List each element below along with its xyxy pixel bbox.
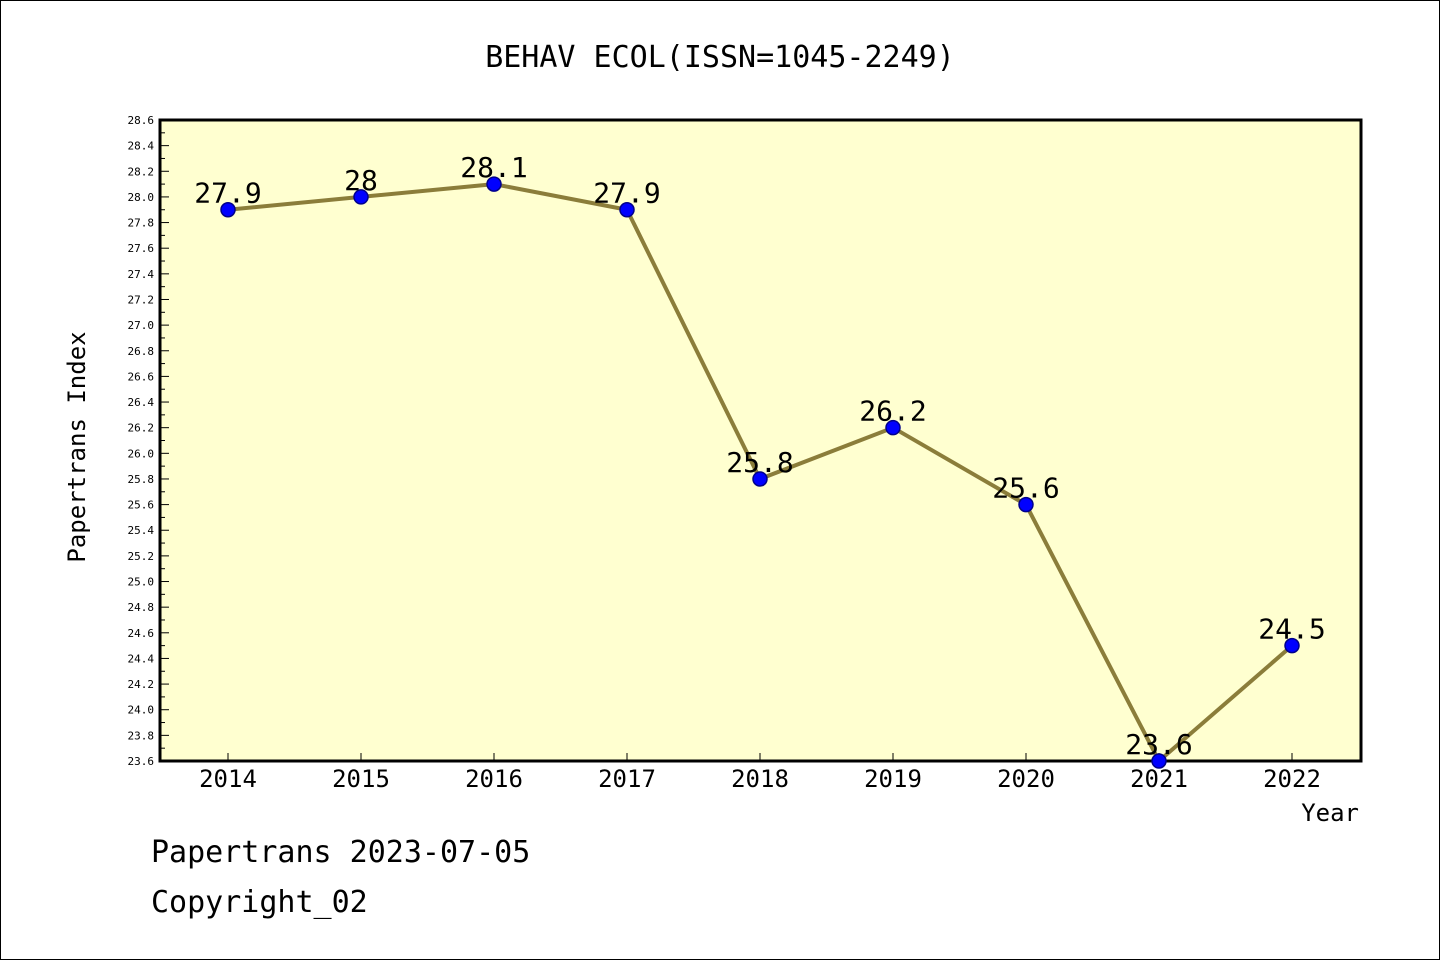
y-tick-label: 28.2 bbox=[128, 165, 155, 178]
y-tick-label: 25.8 bbox=[128, 473, 155, 486]
data-point bbox=[486, 176, 502, 192]
y-tick-label: 25.0 bbox=[128, 576, 155, 589]
data-label: 28.1 bbox=[460, 151, 527, 184]
x-tick-label: 2016 bbox=[465, 765, 523, 793]
data-label: 23.6 bbox=[1125, 728, 1192, 761]
y-tick-label: 27.0 bbox=[128, 319, 155, 332]
y-tick-label: 26.6 bbox=[128, 370, 155, 383]
y-tick-label: 28.4 bbox=[128, 140, 155, 153]
y-tick-label: 24.0 bbox=[128, 704, 155, 717]
x-tick-label: 2017 bbox=[598, 765, 656, 793]
data-point bbox=[1151, 753, 1167, 769]
x-tick-label: 2014 bbox=[199, 765, 257, 793]
data-point bbox=[220, 201, 236, 218]
data-label: 27.9 bbox=[194, 177, 261, 210]
y-tick-label: 23.8 bbox=[128, 729, 155, 742]
y-tick-label: 28.6 bbox=[128, 114, 155, 127]
data-point bbox=[885, 419, 901, 436]
x-tick-label: 2019 bbox=[864, 765, 922, 793]
chart-title: BEHAV ECOL(ISSN=1045-2249) bbox=[485, 40, 955, 75]
y-tick-label: 24.8 bbox=[128, 601, 155, 614]
y-tick-label: 24.4 bbox=[128, 652, 155, 665]
data-point bbox=[353, 189, 369, 205]
y-tick-label: 27.2 bbox=[128, 293, 155, 306]
y-tick-label: 25.2 bbox=[128, 550, 155, 563]
data-labels: 27.9 28 28.1 27.9 25.8 26.2 25.6 23.6 24.5 bbox=[194, 151, 1325, 761]
data-label: 25.8 bbox=[726, 446, 793, 479]
y-tick-label: 24.2 bbox=[128, 678, 155, 691]
x-tick-label: 2021 bbox=[1130, 765, 1188, 793]
data-point bbox=[752, 471, 768, 487]
y-tick-label: 25.4 bbox=[128, 524, 155, 537]
data-label: 25.6 bbox=[992, 472, 1059, 505]
y-tick-label: 23.6 bbox=[128, 755, 155, 768]
footer-date: Papertrans 2023-07-05 bbox=[151, 835, 531, 870]
y-tick-label: 26.4 bbox=[128, 396, 155, 409]
x-axis: 2014 2015 2016 2017 2018 2019 2020 2021 2022 bbox=[199, 753, 1321, 793]
y-tick-label: 25.6 bbox=[128, 499, 155, 512]
data-point bbox=[1284, 637, 1300, 654]
x-tick-label: 2022 bbox=[1263, 765, 1321, 793]
y-axis: 23.6 23.8 24.0 24.2 24.4 24.6 24.8 25.0 25.2 25.4… bbox=[128, 114, 169, 768]
y-tick-label: 27.4 bbox=[128, 268, 155, 281]
y-tick-label: 27.6 bbox=[128, 242, 155, 255]
data-point bbox=[619, 201, 635, 218]
footer-copyright: Copyright_02 bbox=[151, 885, 368, 920]
y-tick-label: 27.8 bbox=[128, 217, 155, 230]
series-markers bbox=[220, 176, 1300, 769]
y-tick-label: 26.8 bbox=[128, 345, 155, 358]
x-axis-label: Year bbox=[1301, 799, 1359, 827]
x-tick-label: 2020 bbox=[997, 765, 1055, 793]
y-tick-label: 26.0 bbox=[128, 447, 155, 460]
data-label: 28 bbox=[344, 164, 378, 197]
y-tick-label: 24.6 bbox=[128, 627, 155, 640]
y-tick-label: 28.0 bbox=[128, 191, 155, 204]
y-axis-label: Papertrans Index bbox=[63, 331, 91, 562]
data-label: 24.5 bbox=[1258, 613, 1325, 646]
plot-area bbox=[158, 118, 1363, 763]
data-label: 26.2 bbox=[859, 395, 926, 428]
x-tick-label: 2018 bbox=[731, 765, 789, 793]
x-tick-label: 2015 bbox=[332, 765, 390, 793]
y-tick-label: 26.2 bbox=[128, 422, 155, 435]
data-label: 27.9 bbox=[593, 177, 660, 210]
data-point bbox=[1018, 496, 1034, 513]
